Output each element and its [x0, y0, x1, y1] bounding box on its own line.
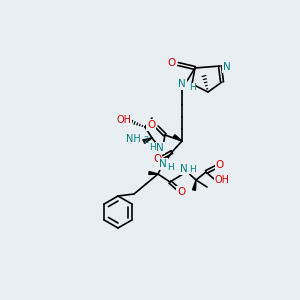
Text: O: O [153, 154, 161, 164]
Text: O: O [177, 187, 185, 197]
Text: N: N [156, 143, 164, 153]
Text: O: O [216, 160, 224, 170]
Text: N: N [180, 164, 188, 174]
Text: O: O [147, 120, 155, 130]
Text: N: N [223, 62, 231, 72]
Text: H: H [189, 83, 195, 92]
Polygon shape [193, 180, 196, 190]
Text: NH: NH [126, 134, 140, 144]
Text: N: N [159, 159, 167, 169]
Text: O: O [168, 58, 176, 68]
Text: OH: OH [116, 115, 131, 125]
Polygon shape [143, 138, 152, 143]
Text: N: N [178, 79, 186, 89]
Text: H: H [189, 164, 195, 173]
Polygon shape [149, 172, 158, 175]
Text: OH: OH [214, 175, 230, 185]
Text: 2: 2 [143, 136, 148, 145]
Text: H: H [148, 143, 155, 152]
Text: H: H [168, 164, 174, 172]
Polygon shape [173, 135, 182, 141]
